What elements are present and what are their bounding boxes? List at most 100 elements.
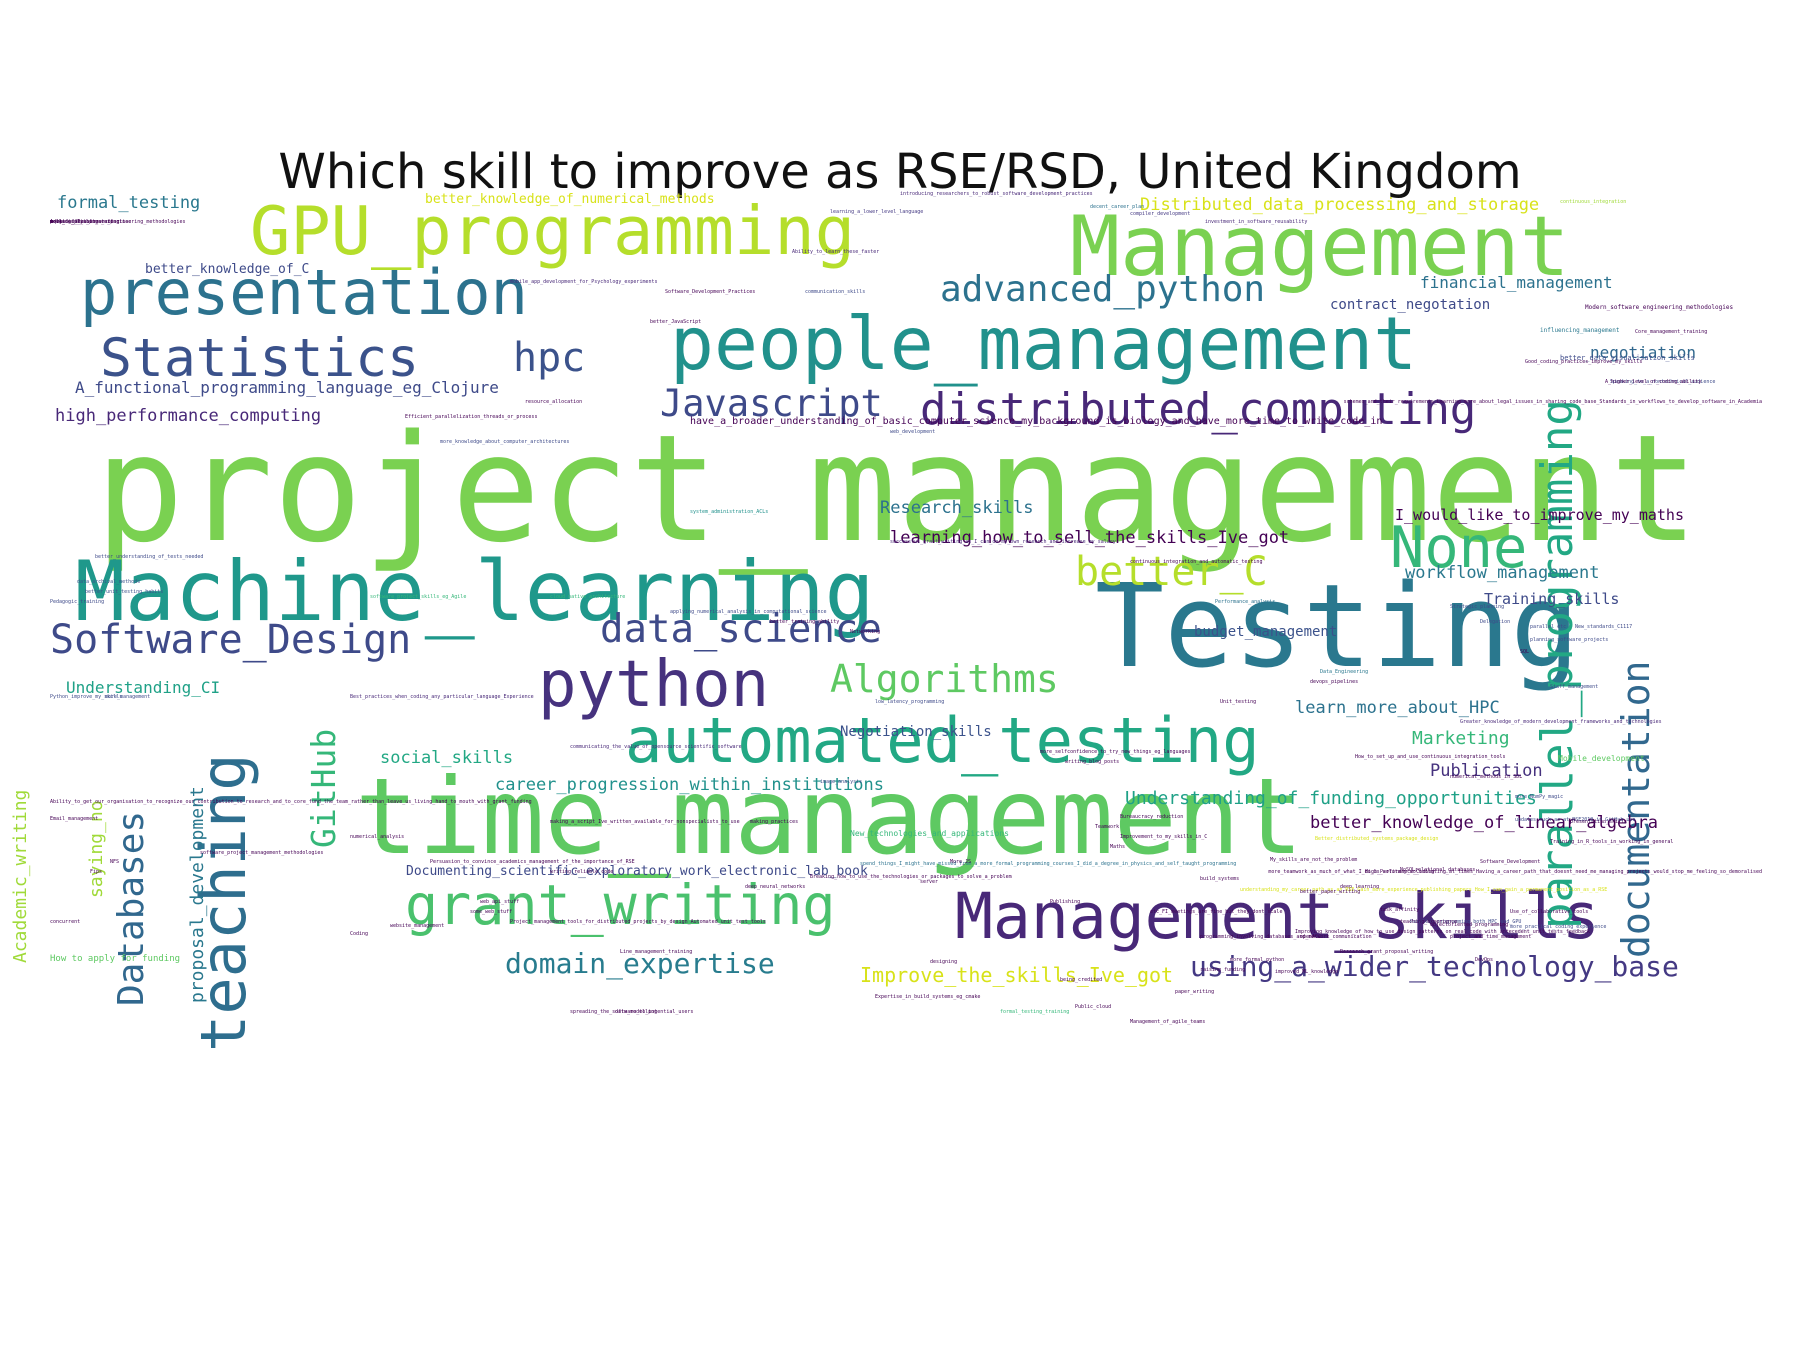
cloud-word: Bureaucracy_reduction (1120, 814, 1184, 820)
cloud-word: Performance_analysis (1215, 599, 1276, 605)
cloud-word: Javascript (660, 382, 883, 425)
cloud-word: Software_Development (1480, 859, 1541, 865)
cloud-word: Greater_knowledge_of_modern_development_… (1460, 719, 1662, 725)
cloud-word: more_formal_python (1230, 957, 1285, 963)
cloud-word: contract_negotation (1330, 297, 1491, 313)
cloud-word: Expertise_in_build_systems_eg_cmake (875, 994, 981, 1000)
cloud-word: time_management (355, 756, 1304, 878)
cloud-word: openACC (1300, 934, 1322, 940)
cloud-word: Academic_writing (10, 789, 31, 963)
cloud-word: sql (50, 219, 60, 225)
cloud-word: Advanced_Python_stuff (50, 219, 114, 225)
cloud-word: None (1390, 515, 1528, 581)
cloud-word: Marketing (1412, 728, 1510, 749)
cloud-word: software_project_management_methodologie… (200, 850, 324, 856)
cloud-word: parallel_programming (1532, 399, 1583, 929)
cloud-word: data_archival_methods (77, 579, 141, 585)
cloud-word: etc_FI_meetings_are_fine_but_they_dont_s… (1150, 909, 1283, 915)
cloud-word: Coding (350, 931, 369, 937)
cloud-word: work_data_science_expertise (50, 219, 132, 225)
cloud-word: Maths (1110, 844, 1126, 850)
cloud-word: decent_career_plan (1090, 204, 1145, 210)
cloud-word: Staff_management (1550, 684, 1599, 690)
cloud-word: Modern_software_engineering_methodologie… (1585, 304, 1734, 311)
cloud-word: Distributed_data_processing_and_storage (1140, 195, 1540, 215)
cloud-word: New_standards_C1117 (1575, 624, 1633, 630)
cloud-word: Negotiation_skills (840, 724, 992, 740)
cloud-word: writing_blog_posts (1065, 759, 1120, 765)
cloud-word: resource_allocation (525, 399, 583, 405)
cloud-word: project_management (95, 403, 1699, 575)
cloud-word: My_skills_are_not_the_problem (1270, 857, 1358, 863)
cloud-word: raising_funding (1200, 967, 1246, 973)
cloud-word: Databases (111, 810, 152, 1006)
cloud-word: applying_numerical_analysis_in_computati… (670, 609, 827, 615)
cloud-word: objectoriented_programming (1430, 922, 1509, 928)
cloud-word: Algorithms (830, 657, 1059, 701)
cloud-word: improved_ML_knowledge (1275, 969, 1339, 975)
cloud-word: Improvement_to_my_skills_in_C (1120, 834, 1208, 840)
cloud-word: formal_testing (57, 193, 201, 213)
cloud-word: making_practices (750, 819, 799, 825)
cloud-word: Public_cloud (1075, 1004, 1112, 1010)
cloud-word: have_a_broader_understanding_of_basic_co… (690, 416, 1383, 427)
cloud-word: GitHub (304, 728, 343, 848)
cloud-word: Persuasion_to_convince_academics_managem… (430, 859, 635, 865)
cloud-word: career_progression_within_institutions (495, 775, 884, 795)
cloud-word: more_NumPy_magic (1515, 794, 1564, 800)
cloud-word: successful_grant_writing_as_I_can_do_my_… (890, 539, 1116, 545)
cloud-word: A_functional_programming_language_eg_Clo… (75, 378, 499, 397)
cloud-word: Fips (90, 869, 103, 875)
cloud-word: Pedagogic_training (50, 599, 105, 605)
cloud-word: Project_management_tools_for_distributed… (510, 919, 766, 925)
cloud-word: understanding_my_career_path_as_an_RSE_G… (1240, 887, 1608, 893)
cloud-word: better_training_ability (770, 619, 840, 625)
cloud-word: more_knowledge_about_computer_architectu… (440, 439, 570, 445)
cloud-word: NoSQLrelational_databases (1400, 867, 1476, 873)
cloud-word: python (538, 648, 770, 722)
cloud-word: deep_learning (1340, 884, 1380, 890)
cloud-word: proposal_development (187, 786, 208, 1003)
cloud-word: Good_coding_practices_improve_my_skills (1525, 359, 1643, 365)
cloud-word: Speaking_to_a_nontechnical_audience (1610, 379, 1716, 385)
cloud-word: formal_testing_training (1000, 1009, 1070, 1015)
cloud-word: Strategic_planning (1450, 604, 1505, 610)
cloud-word: influencing_management (1540, 327, 1620, 334)
cloud-word: Improve_the_skills_Ive_got (860, 963, 1174, 987)
cloud-word: Teamwork (1095, 824, 1120, 830)
cloud-word: Publishing (1050, 899, 1081, 905)
cloud-word: High_Performance_Coding (1365, 869, 1435, 875)
word-cloud: project_management Testing time_management… (10, 192, 1762, 1140)
cloud-word: A_higher_level_of_coding_ability (1605, 379, 1702, 385)
cloud-word: better_understanding_of_tests_needed (95, 554, 204, 560)
cloud-word: budget_management (1194, 624, 1338, 640)
cloud-word: Email_management (50, 816, 99, 822)
cloud-word: learning_a_lower_level_language (830, 209, 924, 215)
cloud-word: numerical_methods_in_SDL (1450, 774, 1523, 780)
cloud-word: Improving_knowledge_of_how_to_use_design… (1295, 929, 1591, 935)
cloud-word: web_api_stuff (480, 899, 520, 905)
cloud-word: task_affinity (1380, 907, 1420, 913)
cloud-word: deep_neural_networks (745, 884, 806, 890)
cloud-word: rules (50, 219, 66, 225)
cloud-word: cloud_native_architecture (550, 594, 626, 600)
cloud-word: introducing_researchers_to_robust_softwa… (900, 191, 1093, 197)
cloud-word: schemes_and_their_requirements_Learning_… (1343, 399, 1762, 405)
cloud-word: being_credited (1060, 977, 1103, 983)
cloud-word: Better_distributed_systems_package_desig… (1315, 836, 1439, 842)
cloud-word: communicating_the_value_of_opensource_sc… (570, 744, 742, 750)
cloud-word: documentation (1614, 660, 1658, 958)
cloud-word: Python_improve_my_skills (50, 694, 123, 700)
cloud-word: Statistics (100, 328, 420, 389)
cloud-word: hpc (513, 335, 586, 381)
cloud-word: financial_management (1420, 273, 1613, 292)
cloud-word: Training_in_R_tools_in_working_in_genera… (1550, 839, 1674, 845)
cloud-word: Management_skills (955, 880, 1600, 953)
cloud-word: Core_management_training (1635, 329, 1708, 335)
cloud-word: more_selfconfidence_to_try_new_things_eg… (1040, 749, 1191, 755)
cloud-word: routine_data_processing (50, 219, 120, 225)
cloud-word: More_JS (950, 859, 972, 865)
cloud-word: presentation (80, 256, 528, 329)
cloud-word: better_knowledge_of_C (145, 262, 310, 277)
cloud-word: work (50, 219, 63, 225)
